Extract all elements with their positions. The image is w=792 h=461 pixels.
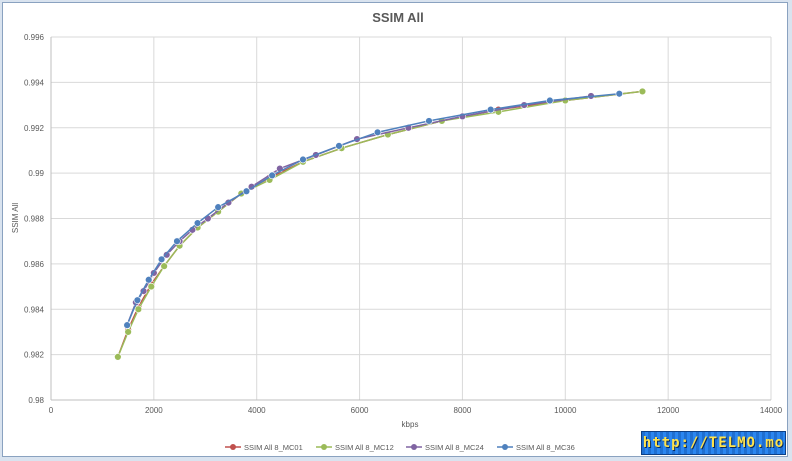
data-point: [373, 128, 382, 136]
data-point: [214, 203, 222, 211]
y-axis-label: SSIM All: [11, 203, 20, 233]
data-point: [163, 251, 171, 259]
data-point: [299, 155, 307, 164]
data-point: [487, 105, 495, 114]
y-tick-label: 0.996: [24, 33, 45, 42]
data-point: [160, 262, 168, 270]
data-point: [124, 328, 132, 336]
legend-label: SSIM All 8_MC24: [425, 443, 484, 452]
data-point: [123, 321, 131, 329]
legend-swatch-marker: [230, 444, 236, 450]
data-point: [173, 237, 181, 245]
y-tick-label: 0.984: [24, 305, 45, 314]
y-tick-label: 0.986: [24, 260, 45, 269]
legend: SSIM All 8_MC01 SSIM All 8_MC12 SSIM All 8…: [225, 443, 575, 452]
x-tick-label: 10000: [554, 406, 577, 415]
data-point: [615, 90, 623, 98]
series-line: [126, 92, 620, 326]
data-point: [133, 296, 142, 304]
series-ssim-all-8-mc36: [123, 90, 623, 329]
data-point: [638, 87, 647, 96]
data-point: [335, 142, 343, 150]
data-point: [157, 255, 166, 264]
y-tick-label: 0.99: [28, 169, 44, 178]
data-point: [242, 187, 251, 195]
legend-swatch-marker: [411, 444, 417, 450]
data-point: [114, 353, 122, 361]
data-point: [546, 96, 554, 105]
x-tick-label: 8000: [454, 406, 472, 415]
legend-label: SSIM All 8_MC36: [516, 443, 575, 452]
x-tick-label: 6000: [351, 406, 369, 415]
chart-frame: [2, 2, 788, 457]
y-tick-label: 0.982: [24, 351, 45, 360]
x-axis-label: kbps: [402, 420, 419, 429]
y-tick-label: 0.988: [24, 215, 45, 224]
series-line: [126, 95, 592, 326]
y-tick-label: 0.992: [24, 124, 45, 133]
x-tick-label: 4000: [248, 406, 266, 415]
data-point: [134, 305, 143, 313]
x-tick-label: 0: [49, 406, 54, 415]
data-point: [268, 171, 276, 180]
x-tick-label: 14000: [760, 406, 783, 415]
x-tick-label: 2000: [145, 406, 163, 415]
axis-layer: 0 2000 4000 6000 8000 10000 12000 14000 0.98 0.98…: [24, 33, 783, 415]
data-point: [193, 219, 202, 227]
y-tick-label: 0.98: [28, 396, 44, 405]
data-point: [147, 282, 155, 291]
legend-label: SSIM All 8_MC12: [335, 443, 394, 452]
data-point: [425, 117, 433, 125]
watermark-logo: http://TELMO.mo: [641, 431, 786, 455]
x-tick-label: 12000: [657, 406, 680, 415]
y-tick-label: 0.994: [24, 78, 45, 87]
data-point: [145, 276, 153, 284]
legend-swatch-marker: [321, 444, 327, 450]
legend-label: SSIM All 8_MC01: [244, 443, 303, 452]
series-layer: [114, 87, 647, 361]
grid-layer: [50, 36, 772, 401]
chart-title: SSIM All: [372, 10, 424, 25]
legend-swatch-marker: [502, 444, 508, 450]
